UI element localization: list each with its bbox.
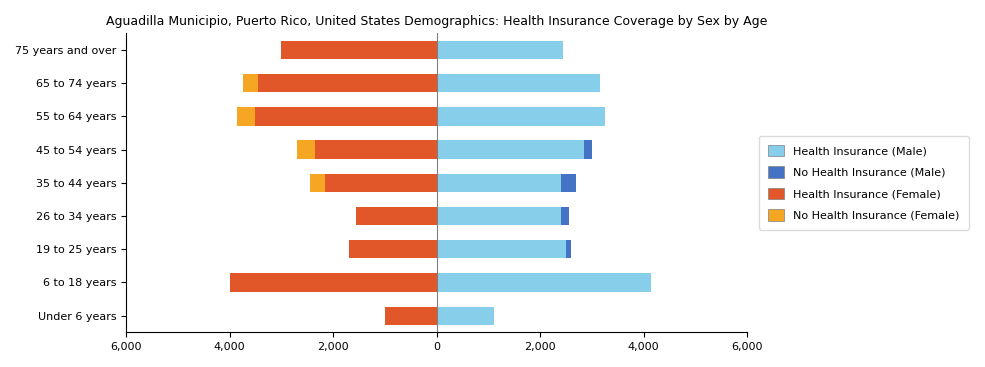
Bar [325, 174, 436, 192]
Bar [560, 174, 576, 192]
Bar [436, 107, 605, 126]
Bar [436, 41, 563, 59]
Bar [315, 141, 436, 159]
Bar [230, 273, 436, 292]
Bar [584, 141, 592, 159]
Bar [282, 41, 436, 59]
Bar [255, 107, 436, 126]
Legend: Health Insurance (Male), No Health Insurance (Male), Health Insurance (Female), : Health Insurance (Male), No Health Insur… [758, 136, 968, 230]
Bar [560, 207, 568, 225]
Bar [349, 240, 436, 258]
Bar [242, 74, 258, 92]
Title: Aguadilla Municipio, Puerto Rico, United States Demographics: Health Insurance C: Aguadilla Municipio, Puerto Rico, United… [106, 15, 767, 28]
Bar [436, 273, 651, 292]
Bar [357, 207, 436, 225]
Bar [436, 74, 600, 92]
Bar [436, 240, 566, 258]
Bar [258, 74, 436, 92]
Bar [436, 141, 584, 159]
Bar [436, 174, 560, 192]
Bar [436, 306, 493, 325]
Bar [296, 141, 315, 159]
Bar [310, 174, 325, 192]
Bar [436, 207, 560, 225]
Bar [237, 107, 255, 126]
Bar [566, 240, 571, 258]
Bar [385, 306, 436, 325]
